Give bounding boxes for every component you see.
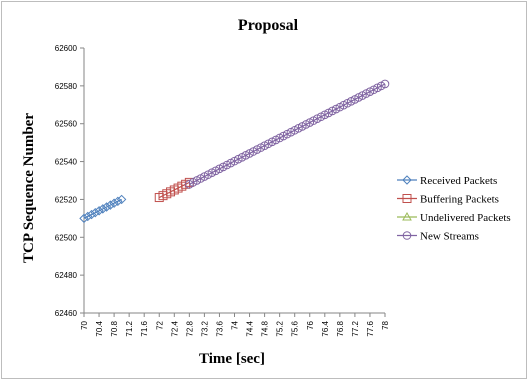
y-tick-label: 62460: [55, 309, 78, 318]
data-point: [94, 206, 104, 216]
y-tick-label: 62560: [55, 120, 78, 129]
legend-item: Buffering Packets: [397, 194, 499, 206]
legend-item: Received Packets: [397, 175, 497, 187]
legend-label: Buffering Packets: [420, 194, 499, 206]
x-tick-label: 78: [381, 320, 390, 329]
x-tick-label: 72.4: [170, 320, 179, 336]
y-axis-label: TCP Sequence Number: [21, 113, 37, 263]
x-tick-label: 70: [80, 320, 89, 329]
data-point: [101, 202, 112, 212]
x-tick-label: 71.2: [125, 320, 134, 336]
x-tick-label: 74.4: [246, 320, 255, 336]
data-point: [98, 204, 108, 214]
x-tick-label: 76.4: [321, 320, 330, 336]
x-tick-label: 76.8: [336, 320, 345, 336]
legend-label: Received Packets: [420, 175, 497, 187]
y-tick-label: 62580: [55, 82, 78, 91]
data-point: [109, 198, 119, 208]
x-tick-label: 70.4: [95, 320, 104, 336]
x-tick-label: 76: [306, 320, 315, 329]
x-tick-label: 77.6: [366, 320, 375, 336]
x-tick-label: 72: [155, 320, 164, 329]
x-tick-label: 70.8: [110, 320, 119, 336]
x-tick-label: 77.2: [351, 320, 360, 336]
series-received-packets: [79, 194, 127, 224]
legend-item: Undelivered Packets: [397, 211, 511, 224]
series-group: [79, 79, 390, 224]
x-tick-label: 73.2: [200, 320, 209, 336]
legend: Received Packets Buffering Packets Undeliv…: [397, 175, 511, 243]
x-tick-label: 74: [231, 320, 240, 329]
y-tick-label: 62520: [55, 195, 78, 204]
data-point: [113, 196, 123, 207]
x-axis-label: Time [sec]: [199, 351, 265, 367]
y-tick-label: 62480: [55, 271, 78, 280]
y-tick-label: 62540: [55, 158, 78, 167]
x-tick-label: 75.2: [276, 320, 285, 336]
data-point: [105, 200, 116, 210]
x-tick-label: 75.6: [291, 320, 300, 336]
chart-title: Proposal: [238, 17, 299, 34]
legend-label: New Streams: [420, 231, 479, 243]
legend-swatch-marker: [402, 194, 412, 203]
data-point: [83, 211, 93, 222]
series-line: [83, 198, 122, 219]
legend-swatch-marker: [402, 231, 412, 240]
legend-label: Undelivered Packets: [420, 212, 511, 224]
x-tick-label: 71.6: [140, 320, 149, 336]
data-point: [380, 79, 390, 89]
x-tick-label: 73.6: [215, 320, 224, 336]
y-tick-label: 62600: [55, 44, 78, 53]
data-point: [90, 207, 100, 218]
legend-swatch-marker: [402, 175, 412, 185]
legend-item: New Streams: [397, 231, 479, 243]
y-tick-label: 62500: [55, 233, 78, 242]
axes: [83, 48, 385, 314]
data-point: [116, 194, 127, 205]
ticks: 62460 62480 62500 62520 62540 62560 62580 62600…: [55, 44, 390, 337]
series-new-streams: [185, 79, 390, 189]
data-point: [79, 213, 89, 224]
series-buffering-packets: [154, 177, 194, 203]
x-tick-label: 74.8: [261, 320, 270, 336]
data-point: [86, 209, 97, 220]
legend-swatch-marker: [402, 211, 412, 221]
x-tick-label: 72.8: [185, 320, 194, 336]
